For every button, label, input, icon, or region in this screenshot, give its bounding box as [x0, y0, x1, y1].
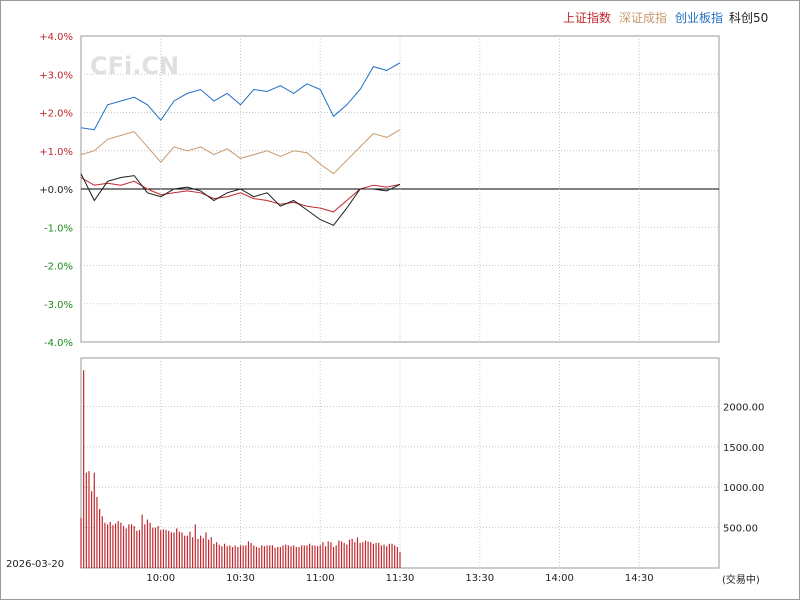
x-tick-label: 14:00: [545, 573, 574, 584]
unit-label: (交易中): [722, 573, 760, 586]
series-line-1: [80, 129, 401, 175]
legend-kc50[interactable]: 科创50: [729, 11, 769, 25]
legend: 上证指数 深证成指 创业板指 科创50: [555, 9, 768, 26]
legend-cyb[interactable]: 创业板指: [674, 11, 723, 25]
volume-tick-label: 2000.00: [723, 402, 764, 413]
volume-tick-label: 500.00: [723, 524, 758, 535]
price-tick-label: -3.0%: [44, 300, 73, 311]
watermark: CFi.CN: [90, 52, 179, 80]
price-tick-label: -2.0%: [44, 262, 73, 273]
price-tick-label: -1.0%: [44, 223, 73, 234]
x-tick-label: 11:30: [386, 573, 415, 584]
price-tick-label: +0.0%: [39, 185, 73, 196]
price-tick-label: +2.0%: [39, 109, 73, 120]
series-line-0: [80, 177, 401, 213]
price-panel: +4.0% +3.0% +2.0% +1.0% +0.0% -1.0% -2.0% -3.0%…: [39, 32, 720, 349]
legend-sz[interactable]: 深证成指: [618, 11, 667, 25]
date-label: 2026-03-20: [6, 559, 64, 570]
volume-tick-label: 1000.00: [723, 483, 764, 494]
volume-tick-label: 1500.00: [723, 443, 764, 454]
price-tick-label: -4.0%: [44, 338, 73, 349]
price-tick-label: +3.0%: [39, 70, 73, 81]
price-tick-label: +4.0%: [39, 32, 73, 43]
x-tick-label: 10:00: [146, 573, 175, 584]
legend-sh[interactable]: 上证指数: [562, 11, 611, 25]
series-line-2: [80, 62, 401, 131]
x-tick-label: 14:30: [625, 573, 654, 584]
x-tick-label: 10:30: [226, 573, 255, 584]
x-tick-label: 11:00: [306, 573, 335, 584]
price-tick-label: +1.0%: [39, 147, 73, 158]
series-line-3: [80, 173, 401, 226]
x-tick-label: 13:30: [465, 573, 494, 584]
volume-panel: 10:00 10:30 11:00 11:30 13:30 14:00 14:30 2000.…: [80, 357, 764, 584]
